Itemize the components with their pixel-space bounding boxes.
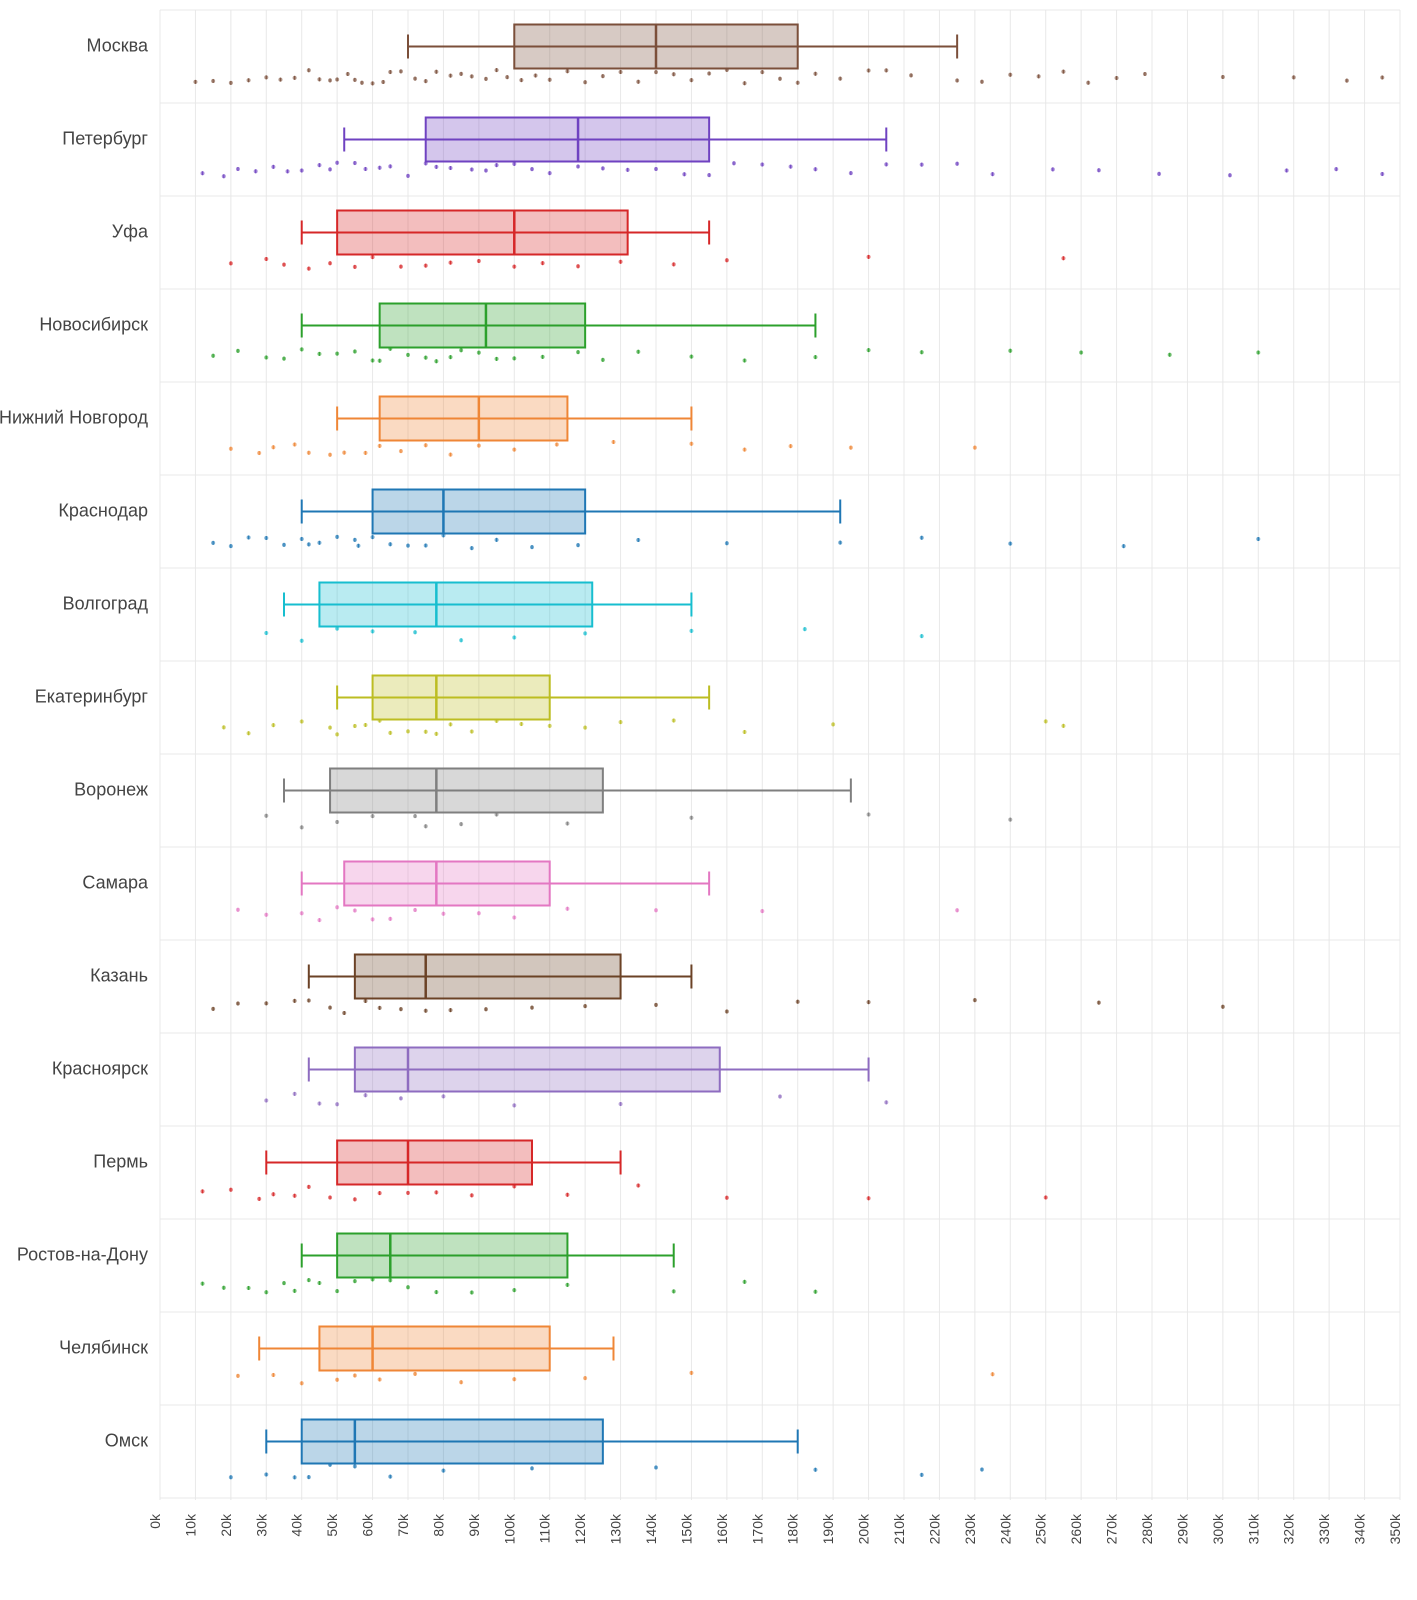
y-category-label: Красноярск [52, 1058, 148, 1078]
x-tick-label: 290k [1174, 1513, 1190, 1544]
y-category-label: Казань [90, 965, 148, 985]
x-tick-label: 240k [997, 1513, 1013, 1544]
y-category-label: Пермь [93, 1151, 148, 1171]
y-category-label: Самара [82, 872, 149, 892]
x-tick-label: 230k [962, 1513, 978, 1544]
y-category-label: Новосибирск [39, 314, 148, 334]
x-tick-label: 320k [1281, 1513, 1297, 1544]
x-tick-label: 200k [856, 1513, 872, 1544]
x-tick-label: 90k [466, 1513, 482, 1537]
x-tick-label: 330k [1316, 1513, 1332, 1544]
boxplot-chart: 0k 10k 20k 30k 40k 50k 60k 70k 80k 90k 100k 110k 120… [0, 0, 1417, 1600]
x-tick-label: 130k [608, 1513, 624, 1544]
x-tick-label: 340k [1352, 1513, 1368, 1544]
x-tick-label: 250k [1033, 1513, 1049, 1544]
y-category-label: Воронеж [74, 779, 148, 799]
y-category-label: Уфа [112, 221, 149, 241]
x-tick-label: 20k [218, 1513, 234, 1537]
x-tick-label: 260k [1068, 1513, 1084, 1544]
x-tick-label: 120k [572, 1513, 588, 1544]
x-tick-label: 10k [182, 1513, 198, 1537]
y-category-label: Омск [105, 1430, 148, 1450]
x-tick-label: 310k [1245, 1513, 1261, 1544]
x-tick-label: 350k [1387, 1513, 1403, 1544]
y-category-label: Екатеринбург [35, 686, 149, 706]
y-category-label: Челябинск [59, 1337, 148, 1357]
y-category-label: Волгоград [63, 593, 149, 613]
x-tick-label: 180k [785, 1513, 801, 1544]
x-tick-label: 210k [891, 1513, 907, 1544]
y-category-label: Краснодар [58, 500, 148, 520]
x-tick-label: 170k [749, 1513, 765, 1544]
x-tick-label: 280k [1139, 1513, 1155, 1544]
x-tick-label: 270k [1104, 1513, 1120, 1544]
x-tick-label: 300k [1210, 1513, 1226, 1544]
y-category-label: Москва [87, 35, 149, 55]
x-tick-label: 110k [537, 1513, 553, 1543]
x-tick-label: 60k [360, 1513, 376, 1537]
x-tick-label: 160k [714, 1513, 730, 1544]
y-category-label: Ростов-на-Дону [17, 1244, 148, 1264]
y-category-label: Нижний Новгород [0, 407, 148, 427]
x-tick-label: 220k [926, 1513, 942, 1544]
y-category-label: Петербург [62, 128, 148, 148]
x-tick-label: 40k [289, 1513, 305, 1537]
x-tick-label: 150k [678, 1513, 694, 1544]
x-tick-label: 70k [395, 1513, 411, 1537]
x-tick-label: 190k [820, 1513, 836, 1544]
x-tick-label: 100k [501, 1513, 517, 1544]
x-tick-label: 0k [147, 1513, 163, 1529]
x-tick-label: 50k [324, 1513, 340, 1537]
x-tick-label: 80k [430, 1513, 446, 1537]
x-tick-label: 140k [643, 1513, 659, 1544]
x-tick-label: 30k [253, 1513, 269, 1537]
